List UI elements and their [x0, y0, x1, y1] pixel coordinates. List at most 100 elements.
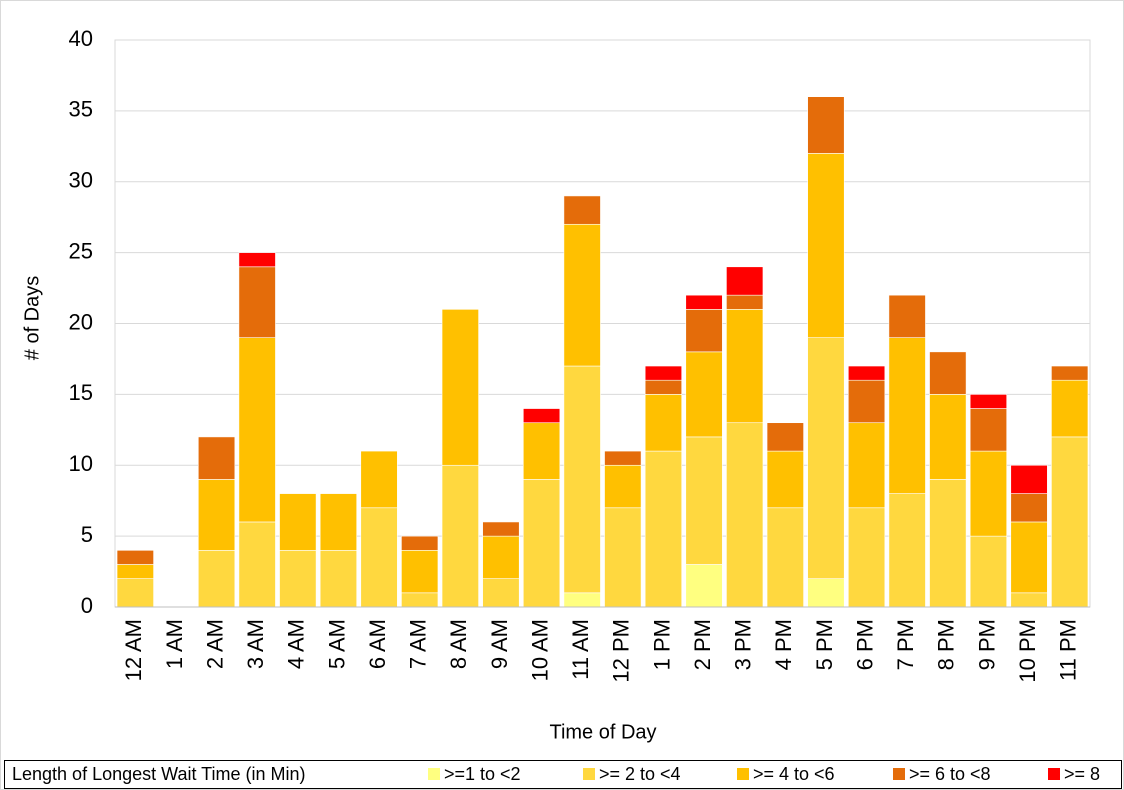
bar-segment [969, 450, 1008, 537]
bar-segment [847, 379, 886, 424]
bar-segment [360, 507, 398, 608]
bar-segment [1010, 592, 1048, 608]
x-tick-label: 12 AM [121, 619, 146, 681]
x-tick-label: 3 PM [731, 619, 756, 670]
bar-segment [685, 294, 723, 310]
bar-segment [238, 521, 276, 608]
x-tick-label: 6 PM [852, 619, 877, 670]
x-tick-label: 11 PM [1056, 619, 1081, 681]
bar-segment [238, 252, 276, 268]
legend: Length of Longest Wait Time (in Min) >=1… [4, 760, 1122, 789]
legend-label: >= 2 to <4 [599, 764, 681, 784]
bar-segment [969, 408, 1008, 452]
bar-segment [644, 394, 683, 452]
x-tick-label: 1 AM [162, 619, 187, 669]
bar-segment [1051, 365, 1089, 381]
bar-segment [969, 535, 1008, 608]
bar-segment [766, 422, 804, 452]
bar-segment [604, 450, 642, 466]
bar-segment [929, 351, 967, 395]
legend-swatch [1048, 768, 1060, 780]
bar-segment [279, 549, 317, 608]
legend-swatch [737, 768, 749, 780]
x-tick-label: 5 PM [812, 619, 837, 670]
x-tick-label: 11 AM [568, 619, 593, 680]
bar-segment [685, 436, 723, 565]
bar-segment [116, 564, 154, 579]
y-tick-label: 0 [81, 593, 93, 618]
legend-title: Length of Longest Wait Time (in Min) [12, 764, 305, 784]
legend-swatch [428, 768, 440, 780]
bar-segment [482, 535, 520, 579]
bar-segment [644, 450, 683, 608]
bar-segment [522, 408, 561, 424]
bar-segment [726, 422, 764, 608]
x-tick-label: 4 AM [284, 619, 309, 669]
bar-segment [360, 450, 398, 509]
y-tick-label: 40 [69, 26, 93, 51]
x-tick-label: 5 AM [324, 619, 349, 669]
bar-segment [116, 578, 154, 608]
bar-segment [888, 294, 926, 338]
y-tick-label: 25 [69, 238, 93, 263]
legend-label: >= 4 to <6 [753, 764, 835, 784]
bar-segment [969, 394, 1008, 409]
bar-segment [1051, 436, 1089, 608]
y-tick-label: 35 [69, 97, 93, 122]
bar-segment [197, 479, 236, 551]
legend-box [4, 760, 1122, 789]
bar-segment [401, 592, 439, 608]
x-tick-label: 8 AM [446, 619, 471, 669]
bar-segment [766, 507, 804, 608]
bar-segment [604, 464, 642, 509]
legend-label: >=1 to <2 [444, 764, 521, 784]
y-axis-title: # of Days [21, 276, 43, 360]
x-tick-label: 10 PM [1015, 619, 1040, 683]
bar-segment [1010, 464, 1048, 494]
bar-segment [441, 309, 479, 466]
bar-segment [847, 507, 886, 608]
x-axis-title: Time of Day [549, 721, 656, 743]
bar-segment [563, 195, 601, 225]
bar-segment [807, 578, 845, 608]
bar-segment [563, 365, 601, 594]
legend-swatch [893, 768, 905, 780]
bar-segment [604, 507, 642, 608]
x-tick-label: 7 AM [406, 619, 431, 669]
x-tick-label: 8 PM [934, 619, 959, 670]
bar-segment [807, 96, 845, 154]
bar-segment [1010, 521, 1048, 594]
bar-segment [482, 578, 520, 608]
x-tick-label: 2 AM [202, 619, 227, 669]
legend-label: >= 8 [1064, 764, 1100, 784]
bar-segment [929, 394, 967, 480]
bar-segment [807, 337, 845, 579]
bar-segment [929, 479, 967, 608]
y-tick-label: 20 [69, 309, 93, 334]
legend-swatch [583, 768, 595, 780]
bar-segment [766, 450, 804, 509]
x-tick-label: 3 AM [243, 619, 268, 669]
y-tick-label: 10 [69, 451, 93, 476]
bar-segment [807, 153, 845, 338]
bar-segment [726, 309, 764, 424]
bar-segment [522, 479, 561, 608]
y-tick-label: 5 [81, 522, 93, 547]
bar-segment [685, 309, 723, 353]
x-tick-label: 6 AM [365, 619, 390, 669]
x-tick-label: 1 PM [649, 619, 674, 670]
x-tick-label: 10 AM [527, 619, 552, 681]
x-tick-label: 9 PM [974, 619, 999, 670]
x-tick-label: 7 PM [893, 619, 918, 670]
bar-segment [888, 493, 926, 608]
bar-segment [401, 549, 439, 594]
x-tick-label: 12 PM [609, 619, 634, 683]
bar-segment [644, 365, 683, 381]
bar-segment [522, 422, 561, 480]
bar-segment [563, 592, 601, 608]
bar-segment [685, 564, 723, 608]
bar-segment [197, 549, 236, 608]
bar-segment [726, 294, 764, 310]
bar-segment [279, 493, 317, 551]
